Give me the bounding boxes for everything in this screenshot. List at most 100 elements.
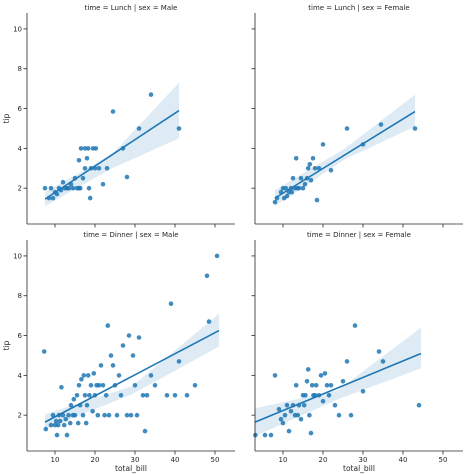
data-point (378, 122, 384, 127)
data-point (284, 193, 290, 199)
data-point (66, 412, 71, 418)
confidence-band (45, 313, 219, 430)
data-point (308, 177, 314, 183)
data-point (288, 408, 294, 414)
data-point (106, 412, 112, 418)
x-tick-label: 40 (171, 456, 180, 464)
y-tick-label: 10 (13, 252, 22, 260)
data-point (305, 166, 311, 171)
data-point (344, 126, 350, 131)
x-tick-label: 50 (439, 456, 448, 464)
data-point (332, 402, 338, 408)
data-point (290, 175, 296, 181)
data-point (114, 412, 120, 418)
data-point (176, 359, 182, 364)
data-point (77, 185, 83, 191)
data-point (328, 168, 334, 173)
data-point (74, 393, 80, 398)
data-point (103, 393, 109, 398)
data-point (272, 199, 278, 205)
panel-title: time = Lunch | sex = Male (85, 4, 178, 12)
data-point (83, 420, 89, 426)
data-point (336, 412, 342, 418)
data-point (54, 432, 60, 438)
y-tick-label: 8 (18, 65, 22, 73)
data-point (63, 416, 69, 422)
data-point (312, 166, 318, 171)
data-point (61, 422, 67, 428)
data-point (54, 191, 60, 197)
y-tick-label: 4 (18, 145, 23, 153)
data-point (59, 385, 64, 390)
x-axis-label: total_bill (115, 464, 147, 473)
data-point (93, 146, 99, 151)
data-point (82, 146, 88, 151)
facet-panel: time = Lunch | sex = Female (251, 4, 463, 228)
y-tick-label: 10 (13, 25, 22, 33)
data-point (326, 393, 332, 398)
data-point (105, 323, 111, 328)
data-point (95, 412, 101, 418)
data-point (104, 166, 110, 171)
data-point (84, 402, 90, 408)
data-point (293, 383, 299, 388)
y-axis-label: tip (2, 113, 11, 123)
facet-panel: time = Dinner | sex = Female 10 20 30 40 50 to… (251, 231, 463, 473)
data-point (192, 383, 198, 388)
data-point (268, 432, 274, 438)
data-point (120, 343, 126, 348)
data-point (67, 420, 73, 426)
data-point (136, 126, 142, 131)
data-point (136, 335, 142, 340)
data-point (76, 383, 82, 388)
data-point (72, 412, 78, 418)
data-point (70, 185, 76, 191)
data-point (298, 175, 304, 181)
data-point (144, 393, 150, 398)
data-point (148, 92, 154, 97)
data-point (140, 393, 146, 398)
data-point (305, 367, 311, 372)
data-point (82, 166, 88, 171)
data-point (96, 383, 102, 388)
regression-line (254, 352, 422, 423)
data-point (96, 166, 102, 171)
regression-line (44, 109, 180, 200)
y-tick-label: 6 (18, 332, 23, 340)
data-point (318, 373, 324, 378)
regression-line (44, 329, 220, 423)
x-tick-label: 10 (51, 456, 60, 464)
data-point (43, 426, 49, 432)
data-point (80, 412, 86, 418)
data-point (42, 185, 48, 191)
data-point (76, 158, 82, 163)
data-point (300, 185, 306, 191)
data-point (307, 162, 313, 167)
confidence-band (255, 327, 421, 437)
data-point (262, 432, 268, 438)
data-point (124, 174, 130, 180)
data-point (90, 408, 95, 414)
data-point (352, 323, 358, 328)
data-point (282, 412, 288, 418)
y-tick-label: 4 (18, 372, 23, 380)
data-point (276, 406, 282, 412)
x-tick-label: 50 (211, 456, 220, 464)
panel-title: time = Dinner | sex = Male (83, 231, 178, 239)
x-axis-label: total_bill (343, 464, 375, 473)
data-point (322, 371, 328, 376)
data-point (204, 273, 210, 279)
data-point (206, 319, 212, 324)
data-point (88, 383, 94, 388)
data-point (304, 379, 310, 384)
data-point (308, 430, 314, 436)
facet-panel: time = Lunch | sex = Male 2 4 6 8 10 tip (2, 4, 235, 228)
data-point (85, 373, 91, 378)
data-point (57, 418, 63, 424)
data-point (85, 146, 91, 151)
data-point (328, 383, 334, 388)
data-point (108, 353, 114, 358)
data-point (82, 393, 88, 398)
